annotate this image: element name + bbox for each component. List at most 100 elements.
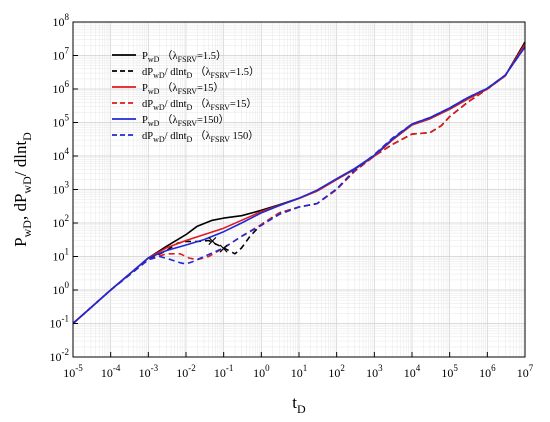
x-tick-base: 10 [176,366,188,380]
x-tick-base: 10 [101,366,113,380]
y-tick-label: 108 [53,12,70,29]
legend-text-part: =1.5） [197,50,227,62]
x-tick-exp: 4 [416,363,421,373]
y-tick-base: 10 [53,49,65,63]
x-tick-label: 10-4 [101,363,121,380]
legend-text-part: （λ [192,130,211,142]
x-tick-base: 10 [63,366,75,380]
legend-label-6: dPwD/ dlntD （λFSRV 150） [142,130,259,144]
legend-text-part: / dlnt [165,131,187,142]
y-axis-label: PwD, dPwD/ dlntD [11,132,34,247]
x-tick-base: 10 [366,366,378,380]
x-axis-label: tD [292,393,306,416]
legend-text-part: （λ [159,82,178,94]
x-tick-base: 10 [441,366,453,380]
x-tick-exp: -1 [226,363,234,373]
y-tick-base: 10 [53,116,65,130]
y-tick-label: 104 [53,146,70,163]
y-tick-exp: -1 [62,314,70,324]
legend-label-5: PwD （λFSRV=150） [142,114,229,128]
y-tick-exp: 5 [65,113,70,123]
legend-subscript: wD [148,119,160,128]
legend-subscript: FSRV [178,87,198,96]
y-axis-label-main: , dP [11,194,30,220]
y-tick-exp: 8 [65,12,70,22]
legend-subscript: D [187,135,193,144]
y-tick-base: 10 [53,250,65,264]
x-tick-label: 10-3 [139,363,159,380]
legend-text-part: dP [142,131,153,142]
legend-text-part: （λ [159,50,178,62]
legend-text-part: （λ [192,66,211,78]
legend-subscript: D [187,71,193,80]
y-tick-exp: 0 [65,280,70,290]
legend-subscript: FSRV [178,55,198,64]
y-tick-exp: -2 [62,347,70,357]
x-tick-label: 10-2 [176,363,196,380]
y-tick-base: 10 [53,183,65,197]
legend-text-part: =15） [230,98,257,110]
x-axis-label-main: t [292,393,297,412]
y-tick-base: 10 [53,15,65,29]
series-layer [72,41,526,325]
legend-label-4: dPwD/ dlntD （λFSRV=15） [142,98,257,112]
y-tick-label: 101 [53,247,70,264]
legend-subscript: wD [153,135,165,144]
x-axis-label-sub: D [297,402,306,416]
legend: PwD （λFSRV=1.5）dPwD/ dlntD （λFSRV=1.5）Pw… [112,50,259,144]
legend-label-2: dPwD/ dlntD （λFSRV=1.5） [142,66,259,80]
x-tick-base: 10 [479,366,491,380]
y-tick-exp: 6 [65,79,70,89]
y-tick-label: 106 [53,79,70,96]
legend-text-part: / dlnt [165,99,187,110]
legend-text-part: （λ [192,98,211,110]
legend-subscript: D [187,103,193,112]
y-tick-base: 10 [50,350,62,364]
x-tick-base: 10 [291,366,303,380]
x-tick-label: 10-1 [214,363,234,380]
legend-subscript: FSRV [178,119,198,128]
x-tick-exp: 3 [378,363,383,373]
x-tick-base: 10 [214,366,226,380]
legend-text-part: =15） [197,82,224,94]
x-tick-label: 105 [441,363,458,380]
y-tick-base: 10 [53,216,65,230]
x-tick-label: 107 [517,363,534,380]
legend-text-part: P [142,51,148,62]
annotations: × × [206,234,229,257]
legend-text-part: =150） [197,114,229,126]
x-tick-label: 103 [366,363,383,380]
y-tick-base: 10 [53,283,65,297]
legend-subscript: wD [148,55,160,64]
y-tick-exp: 2 [65,213,70,223]
y-axis-label-sub: D [20,132,34,141]
legend-text-part: =1.5） [230,66,260,78]
annotation-marker: × [218,241,230,257]
y-axis-label-main: P [11,237,30,246]
y-tick-exp: 1 [65,247,70,257]
y-axis-label-sub: wD [20,176,34,194]
y-axis-label-sub: wD [20,220,34,238]
x-tick-exp: -4 [113,363,121,373]
y-tick-label: 100 [53,280,70,297]
x-tick-exp: -5 [75,363,83,373]
y-tick-base: 10 [53,82,65,96]
y-tick-exp: 7 [65,46,70,56]
x-tick-exp: -2 [188,363,196,373]
legend-subscript: FSRV [211,103,231,112]
y-tick-label: 102 [53,213,70,230]
x-tick-exp: 6 [491,363,496,373]
x-tick-exp: 7 [529,363,534,373]
x-tick-label: 100 [253,363,270,380]
y-tick-base: 10 [50,317,62,331]
series-line-6 [72,46,526,325]
x-tick-base: 10 [517,366,529,380]
y-axis-label-main: / dlnt [11,141,30,177]
legend-text-part: dP [142,99,153,110]
x-tick-exp: -3 [151,363,159,373]
y-tick-label: 103 [53,180,70,197]
legend-subscript: FSRV [211,135,231,144]
legend-text-part: dP [142,67,153,78]
x-tick-label: 104 [404,363,421,380]
